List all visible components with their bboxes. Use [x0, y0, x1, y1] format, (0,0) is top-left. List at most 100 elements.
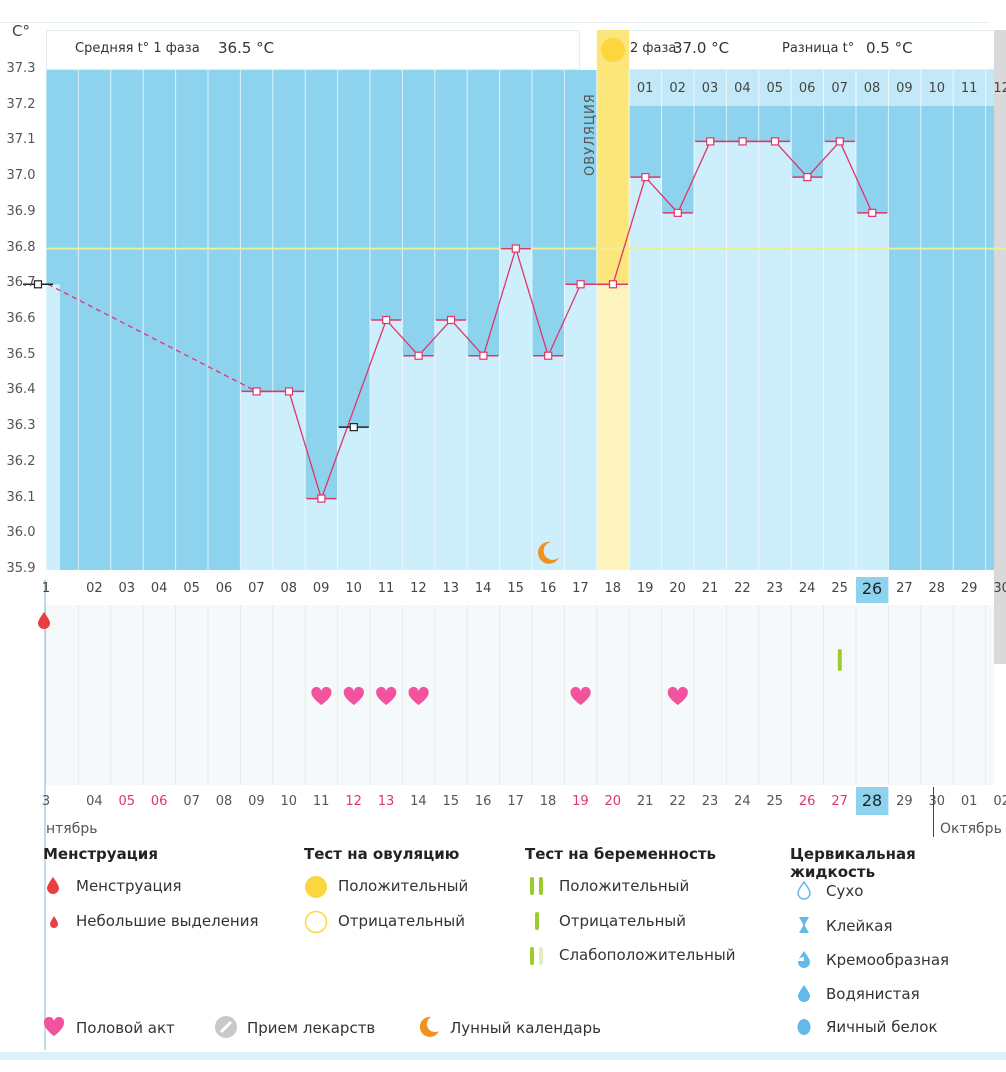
cycle-day-label: 03	[118, 581, 136, 596]
month-divider	[933, 787, 934, 837]
cycle-day-label: 12	[410, 581, 427, 596]
phase2-day-label: 10	[928, 81, 946, 96]
temperature-point	[511, 244, 520, 253]
cycle-day-label: 10	[345, 581, 362, 596]
menstruation-drop-marker	[38, 612, 50, 629]
sun-negative-icon	[304, 910, 328, 938]
temperature-point	[284, 387, 294, 396]
date-label: 07	[183, 794, 200, 809]
date-label: 26	[798, 794, 816, 809]
temp-bar	[46, 284, 60, 570]
date-label: 13	[377, 794, 395, 809]
date-label: 08	[215, 794, 233, 809]
phase2-day-label: 12	[993, 81, 1006, 96]
temp-bar	[629, 177, 662, 570]
temperature-point	[33, 280, 43, 289]
legend-pregnancy-positive: Положительный	[559, 877, 690, 895]
dry-icon	[796, 880, 812, 904]
temp-bar	[402, 355, 435, 570]
temp-bar	[370, 320, 403, 570]
intercourse-heart-marker	[408, 686, 429, 705]
pregnancy-test-negative-marker	[837, 649, 842, 671]
small-drop-icon	[49, 914, 59, 933]
phase2-day-label: 08	[863, 81, 881, 96]
cycle-day-label: 07	[248, 581, 265, 596]
temperature-point	[479, 351, 488, 360]
drop-icon	[46, 876, 60, 898]
y-tick-label: 36.3	[6, 418, 36, 434]
date-label: 21	[636, 794, 654, 809]
date-label: 11	[312, 794, 330, 809]
intercourse-heart-marker	[376, 686, 397, 705]
cycle-day-label: 26	[861, 579, 883, 598]
temp-bar	[791, 177, 824, 570]
cycle-day-label: 17	[572, 581, 589, 596]
y-tick-label: 35.9	[6, 561, 36, 576]
date-label: 05	[118, 794, 136, 809]
phase1-label: Средняя t° 1 фаза	[75, 41, 200, 56]
date-label: 24	[734, 794, 751, 809]
legend-creamy: Кремообразная	[826, 951, 950, 969]
cycle-day-label: 05	[183, 581, 200, 596]
phase2-day-label: 09	[896, 81, 913, 96]
phase2-day-label: 11	[960, 81, 978, 96]
pill-icon	[214, 1015, 238, 1043]
intercourse-heart-marker	[311, 686, 332, 705]
phase2-day-label: 03	[701, 81, 719, 96]
vertical-scrollbar[interactable]	[994, 30, 1006, 664]
top-strip	[0, 0, 990, 23]
bottom-bar	[0, 1052, 1006, 1060]
temp-bar	[823, 141, 856, 570]
date-label: 12	[345, 794, 362, 809]
y-tick-label: 37.2	[6, 96, 36, 112]
cycle-day-label: 06	[215, 581, 233, 596]
date-label: 10	[280, 794, 298, 809]
temperature-point	[770, 137, 780, 146]
temperature-point	[641, 173, 650, 182]
test-negative-icon	[534, 911, 542, 935]
legend-watery: Водянистая	[826, 985, 920, 1003]
y-tick-label: 36.8	[6, 239, 36, 255]
test-positive-icon	[529, 876, 545, 900]
date-label: 14	[410, 794, 427, 809]
legend-ovulation-positive: Положительный	[338, 877, 469, 895]
test-weak-positive-icon	[529, 946, 545, 970]
y-tick-label: 37.0	[6, 168, 36, 184]
cycle-day-label: 25	[831, 581, 848, 596]
ovulation-column-lower	[596, 284, 630, 570]
temperature-point	[252, 387, 261, 396]
phase2-day-strip	[610, 70, 994, 106]
symbols-area	[46, 605, 994, 785]
date-label: 22	[669, 794, 686, 809]
temp-bar	[532, 355, 565, 570]
temp-bar	[337, 427, 370, 570]
y-tick-label: 36.5	[6, 346, 36, 362]
y-axis-column	[0, 60, 46, 580]
legend-lunar: Лунный календарь	[450, 1019, 601, 1037]
temp-bar	[856, 212, 889, 570]
temperature-point	[738, 137, 747, 146]
date-label: 28	[861, 791, 883, 810]
cycle-day-label: 22	[734, 581, 751, 596]
intercourse-heart-marker	[667, 686, 688, 705]
ovulation-label: ОВУЛЯЦИЯ	[583, 93, 598, 177]
temperature-point	[835, 137, 844, 146]
legend-pregnancy-test-title: Тест на беременность	[525, 845, 717, 863]
cycle-day-label: 02	[86, 581, 103, 596]
current-day-highlight	[856, 577, 889, 603]
cycle-day-label: 27	[896, 581, 913, 596]
legend-menstruation: Менструация	[76, 877, 182, 895]
y-tick-label: 36.1	[6, 489, 36, 505]
sun-positive-icon	[304, 875, 328, 903]
cycle-day-label: 09	[312, 581, 330, 596]
y-tick-label: 36.7	[6, 275, 36, 291]
cycle-day-label: 20	[669, 581, 686, 596]
y-tick-label: 37.1	[6, 132, 36, 148]
date-label: 01	[960, 794, 978, 809]
y-tick-label: 37.3	[6, 61, 36, 76]
cycle-day-label: 29	[960, 581, 978, 596]
phase2-day-label: 07	[831, 81, 848, 96]
cycle-day-label: 08	[280, 581, 298, 596]
